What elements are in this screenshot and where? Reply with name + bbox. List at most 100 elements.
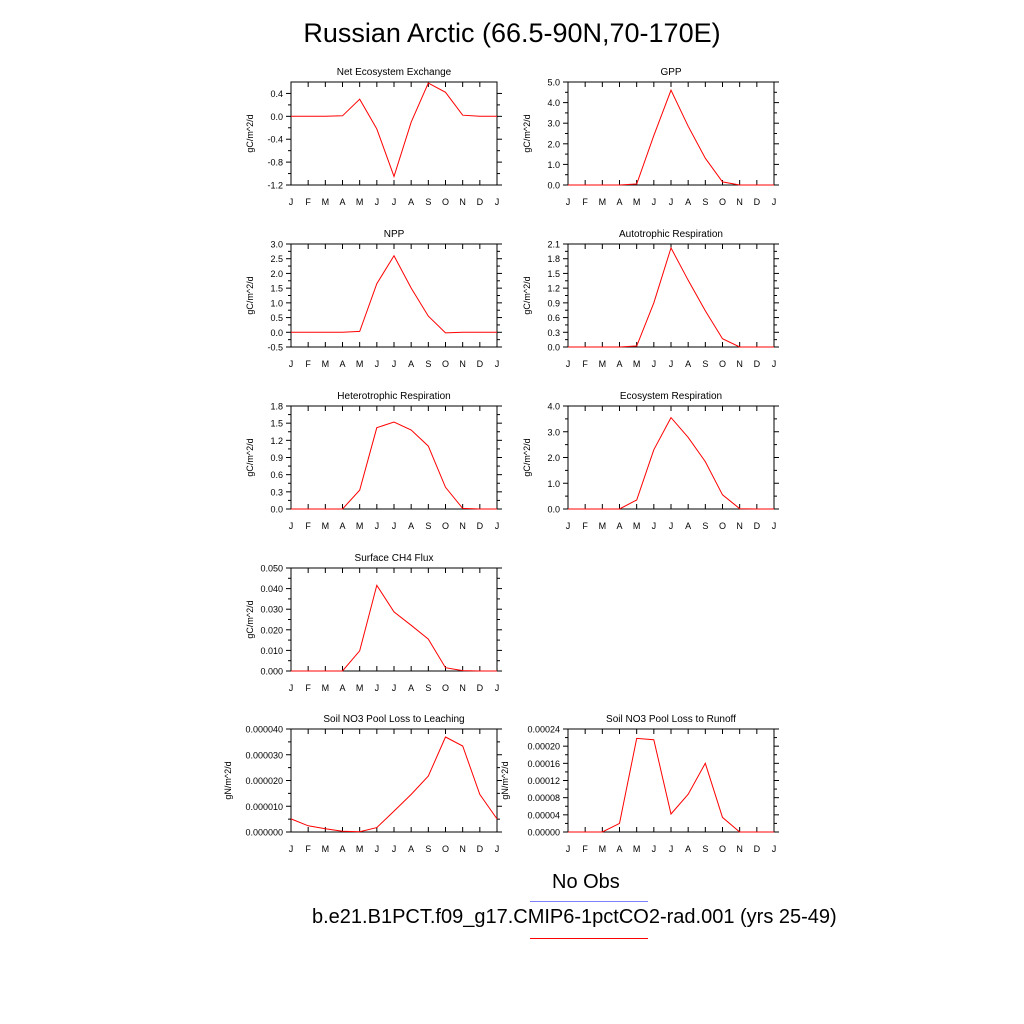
series-line [290, 736, 498, 833]
plot-frame [567, 405, 775, 510]
x-tick-label: J [652, 197, 657, 207]
plot-frame [290, 81, 498, 186]
y-tick-label: 1.0 [547, 160, 560, 170]
y-tick-label: 0.00008 [527, 793, 560, 803]
x-tick-label: S [425, 844, 431, 854]
x-tick-label: A [339, 521, 345, 531]
y-tick-label: 1.0 [547, 479, 560, 489]
y-tick-label: 0.050 [260, 564, 283, 574]
x-tick-label: A [685, 521, 691, 531]
x-tick-label: N [459, 359, 466, 369]
y-tick-label: 0.00024 [527, 725, 560, 735]
y-tick-label: 1.5 [270, 419, 283, 429]
x-tick-label: A [616, 844, 622, 854]
y-tick-label: 2.5 [270, 254, 283, 264]
x-tick-label: M [322, 359, 330, 369]
panel-title: NPP [384, 229, 405, 240]
x-tick-label: M [633, 844, 641, 854]
x-tick-label: M [599, 197, 607, 207]
y-tick-label: -0.8 [267, 158, 283, 168]
x-tick-label: J [772, 844, 777, 854]
y-tick-label: 0.030 [260, 605, 283, 615]
y-tick-label: 0.000 [260, 667, 283, 677]
x-tick-label: J [566, 197, 571, 207]
panel-title: Soil NO3 Pool Loss to Leaching [323, 714, 464, 725]
legend-obs-label: No Obs [552, 871, 620, 893]
panel-title: Net Ecosystem Exchange [337, 67, 452, 78]
x-tick-label: A [685, 197, 691, 207]
x-tick-label: J [652, 359, 657, 369]
y-tick-label: 3.0 [270, 240, 283, 250]
x-tick-label: S [425, 197, 431, 207]
x-tick-label: S [425, 359, 431, 369]
y-tick-label: 0.000010 [245, 802, 283, 812]
x-tick-label: M [356, 683, 364, 693]
x-tick-label: M [356, 844, 364, 854]
y-axis-label: gN/m^2/d [500, 761, 510, 799]
x-tick-label: A [685, 359, 691, 369]
x-tick-label: A [616, 521, 622, 531]
y-tick-label: 0.010 [260, 646, 283, 656]
x-tick-label: A [616, 197, 622, 207]
y-axis-label: gC/m^2/d [522, 276, 532, 314]
series-line [291, 254, 497, 334]
x-tick-label: A [408, 521, 414, 531]
y-tick-label: 0.000000 [245, 828, 283, 838]
x-tick-label: D [754, 521, 761, 531]
x-tick-label: D [477, 683, 484, 693]
series-line [568, 416, 774, 510]
plot-frame [290, 728, 498, 833]
x-tick-label: M [356, 359, 364, 369]
x-tick-label: N [736, 521, 743, 531]
y-tick-label: 1.5 [547, 269, 560, 279]
y-tick-label: 0.9 [547, 298, 560, 308]
panel-title: GPP [660, 67, 681, 78]
series-line [291, 421, 497, 510]
panel-title: Soil NO3 Pool Loss to Runoff [606, 714, 736, 725]
x-tick-label: M [599, 359, 607, 369]
y-tick-label: 0.6 [547, 313, 560, 323]
y-tick-label: 0.0 [547, 343, 560, 353]
x-tick-label: J [495, 844, 500, 854]
x-tick-label: A [408, 197, 414, 207]
x-tick-label: J [566, 844, 571, 854]
x-tick-label: O [719, 359, 726, 369]
x-tick-label: N [459, 683, 466, 693]
y-tick-label: 1.2 [270, 436, 283, 446]
y-axis-label: gC/m^2/d [245, 114, 255, 152]
y-tick-label: 0.3 [270, 487, 283, 497]
x-tick-label: O [442, 683, 449, 693]
y-tick-label: 0.020 [260, 625, 283, 635]
x-tick-label: J [375, 683, 380, 693]
x-tick-label: J [669, 844, 674, 854]
x-tick-label: D [754, 844, 761, 854]
y-axis-label: gC/m^2/d [245, 276, 255, 314]
y-axis-label: gC/m^2/d [245, 438, 255, 476]
x-tick-label: J [375, 844, 380, 854]
x-tick-label: J [669, 197, 674, 207]
x-tick-label: F [582, 197, 588, 207]
plot-frame [567, 728, 775, 833]
series-line [568, 737, 774, 833]
x-tick-label: M [599, 844, 607, 854]
y-tick-label: 5.0 [547, 78, 560, 88]
y-tick-label: 2.0 [547, 139, 560, 149]
x-tick-label: J [289, 197, 294, 207]
x-tick-label: J [375, 521, 380, 531]
y-tick-label: 4.0 [547, 98, 560, 108]
x-tick-label: J [652, 844, 657, 854]
x-tick-label: O [442, 197, 449, 207]
x-tick-label: J [392, 521, 397, 531]
x-tick-label: J [289, 683, 294, 693]
x-tick-label: J [289, 359, 294, 369]
x-tick-label: M [633, 197, 641, 207]
x-tick-label: D [477, 521, 484, 531]
x-tick-label: S [702, 844, 708, 854]
y-tick-label: 0.0 [270, 505, 283, 515]
x-tick-label: M [356, 521, 364, 531]
